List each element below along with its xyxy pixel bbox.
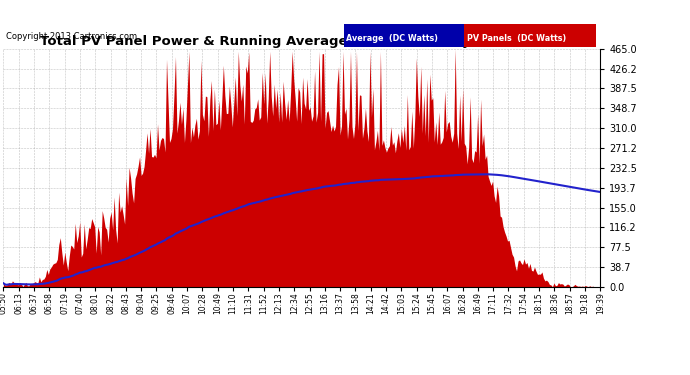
Text: Copyright 2013 Cartronics.com: Copyright 2013 Cartronics.com	[6, 32, 137, 41]
Text: Average  (DC Watts): Average (DC Watts)	[346, 34, 438, 43]
Title: Total PV Panel Power & Running Average Power Mon May 27 19:51: Total PV Panel Power & Running Average P…	[40, 34, 540, 48]
Text: PV Panels  (DC Watts): PV Panels (DC Watts)	[467, 34, 566, 43]
